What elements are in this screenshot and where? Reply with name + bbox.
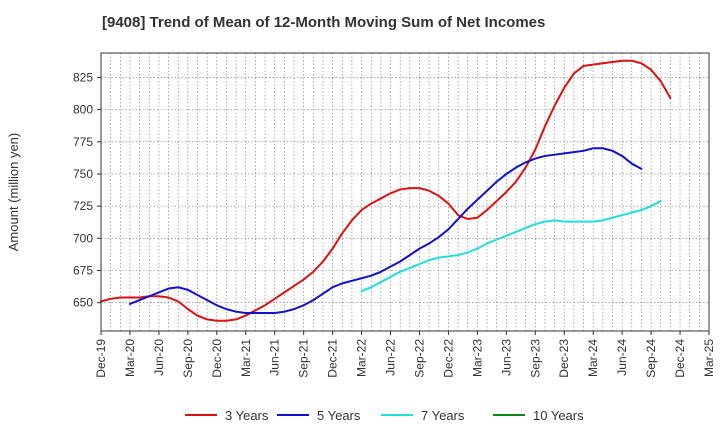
y-tick-label: 825 [73, 70, 93, 84]
plot-area [101, 53, 709, 331]
legend-label: 3 Years [225, 408, 269, 423]
y-tick-label: 675 [73, 264, 93, 278]
x-tick-label: Mar-21 [239, 339, 253, 377]
x-tick-label: Dec-22 [441, 339, 455, 378]
x-tick-label: Sep-24 [644, 339, 658, 378]
x-tick-label: Mar-22 [355, 339, 369, 377]
x-tick-label: Jun-23 [499, 339, 513, 376]
plot-frame [100, 52, 710, 332]
x-tick-label: Sep-20 [181, 339, 195, 378]
x-tick-label: Jun-21 [268, 339, 282, 376]
x-tick-label: Sep-21 [297, 339, 311, 378]
y-axis-label: Amount (million yen) [6, 133, 21, 252]
y-tick-label: 700 [73, 231, 93, 245]
series-line-3-years [100, 59, 672, 322]
x-tick-label: Jun-20 [152, 339, 166, 376]
y-tick-label: 750 [73, 167, 93, 181]
x-tick-label: Dec-19 [94, 339, 108, 378]
legend-label: 5 Years [317, 408, 361, 423]
x-tick-label: Jun-24 [615, 339, 629, 376]
y-tick-label: 725 [73, 199, 93, 213]
x-tick-label: Mar-24 [586, 339, 600, 377]
x-tick-label: Mar-20 [123, 339, 137, 377]
legend-label: 7 Years [421, 408, 465, 423]
chart-title: [9408] Trend of Mean of 12-Month Moving … [102, 14, 546, 31]
x-tick-label: Mar-23 [470, 339, 484, 377]
x-tick-label: Dec-20 [210, 339, 224, 378]
x-tick-label: Mar-25 [702, 339, 716, 377]
series-line-5-years [128, 147, 643, 314]
x-tick-label: Dec-21 [326, 339, 340, 378]
legend-label: 10 Years [533, 408, 584, 423]
y-tick-label: 775 [73, 135, 93, 149]
x-tick-label: Sep-23 [528, 339, 542, 378]
x-tick-label: Jun-22 [384, 339, 398, 376]
series-line-7-years [360, 200, 662, 293]
y-tick-label: 800 [73, 103, 93, 117]
y-tick-label: 650 [73, 296, 93, 310]
x-tick-label: Dec-23 [557, 339, 571, 378]
x-tick-label: Sep-22 [412, 339, 426, 378]
x-tick-label: Dec-24 [673, 339, 687, 378]
